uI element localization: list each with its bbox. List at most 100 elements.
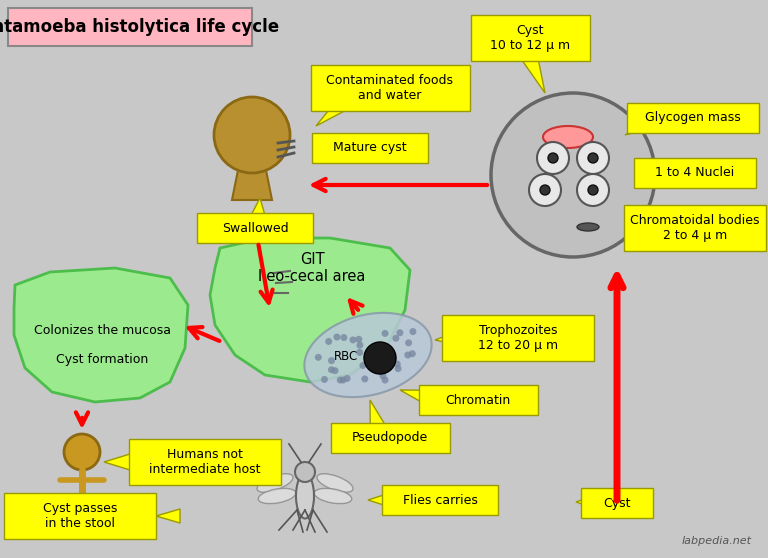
Text: Glycogen mass: Glycogen mass <box>645 112 741 124</box>
Circle shape <box>394 360 401 368</box>
Text: Cyst: Cyst <box>603 497 631 509</box>
Circle shape <box>409 328 416 335</box>
Text: Swallowed: Swallowed <box>222 222 288 234</box>
Polygon shape <box>625 114 661 135</box>
Circle shape <box>328 366 335 373</box>
Circle shape <box>588 153 598 163</box>
FancyBboxPatch shape <box>442 315 594 361</box>
Circle shape <box>336 377 344 383</box>
Ellipse shape <box>314 488 352 504</box>
Circle shape <box>328 357 335 364</box>
FancyBboxPatch shape <box>581 488 653 518</box>
Circle shape <box>295 462 315 482</box>
Text: Flies carries: Flies carries <box>402 493 478 507</box>
FancyBboxPatch shape <box>4 493 156 539</box>
Circle shape <box>333 334 340 340</box>
Circle shape <box>491 93 655 257</box>
Circle shape <box>368 355 375 362</box>
Text: Entamoeba histolytica life cycle: Entamoeba histolytica life cycle <box>0 18 279 36</box>
Polygon shape <box>576 495 596 509</box>
Ellipse shape <box>304 313 432 397</box>
Circle shape <box>343 375 351 382</box>
Circle shape <box>395 365 402 372</box>
Polygon shape <box>435 330 462 346</box>
Text: GIT
Ileo-cecal area: GIT Ileo-cecal area <box>258 252 366 284</box>
FancyBboxPatch shape <box>382 485 498 515</box>
Text: Cyst
10 to 12 μ m: Cyst 10 to 12 μ m <box>490 24 570 52</box>
Polygon shape <box>313 143 341 157</box>
Text: Colonizes the mucosa

Cyst formation: Colonizes the mucosa Cyst formation <box>34 324 170 367</box>
Circle shape <box>396 329 403 336</box>
Polygon shape <box>637 167 662 179</box>
Polygon shape <box>250 198 266 219</box>
Polygon shape <box>316 91 356 126</box>
Circle shape <box>376 348 383 355</box>
Text: Cyst passes
in the stool: Cyst passes in the stool <box>43 502 118 530</box>
Circle shape <box>382 377 389 383</box>
Circle shape <box>315 354 322 361</box>
Circle shape <box>382 330 389 337</box>
Text: labpedia.net: labpedia.net <box>682 536 752 546</box>
Circle shape <box>540 185 550 195</box>
FancyBboxPatch shape <box>419 385 538 415</box>
Ellipse shape <box>296 474 314 518</box>
FancyBboxPatch shape <box>8 8 252 46</box>
Circle shape <box>340 334 347 341</box>
Circle shape <box>356 349 363 356</box>
FancyBboxPatch shape <box>624 205 766 251</box>
FancyBboxPatch shape <box>197 213 313 243</box>
Circle shape <box>325 338 333 345</box>
Circle shape <box>361 376 369 382</box>
Circle shape <box>577 142 609 174</box>
Circle shape <box>332 367 339 374</box>
Circle shape <box>409 350 415 357</box>
Text: 1 to 4 Nuclei: 1 to 4 Nuclei <box>655 166 735 180</box>
FancyBboxPatch shape <box>471 15 590 61</box>
Circle shape <box>379 372 386 379</box>
Circle shape <box>529 174 561 206</box>
Text: Chromatin: Chromatin <box>445 393 511 406</box>
Polygon shape <box>523 55 545 93</box>
Text: Humans not
intermediate host: Humans not intermediate host <box>149 448 261 476</box>
Polygon shape <box>368 492 393 508</box>
Circle shape <box>321 376 328 383</box>
Circle shape <box>588 185 598 195</box>
Ellipse shape <box>257 474 293 492</box>
Text: Contaminated foods
and water: Contaminated foods and water <box>326 74 453 102</box>
Ellipse shape <box>577 223 599 231</box>
Circle shape <box>392 335 399 342</box>
Text: Mature cyst: Mature cyst <box>333 142 407 155</box>
Circle shape <box>537 142 569 174</box>
Circle shape <box>375 363 382 371</box>
Circle shape <box>339 377 346 383</box>
Polygon shape <box>632 220 660 232</box>
Polygon shape <box>232 170 272 200</box>
Circle shape <box>577 174 609 206</box>
Polygon shape <box>400 390 432 406</box>
Circle shape <box>359 362 366 369</box>
Text: RBC: RBC <box>334 350 358 363</box>
FancyBboxPatch shape <box>129 439 281 485</box>
FancyBboxPatch shape <box>627 103 759 133</box>
Circle shape <box>356 341 363 349</box>
Polygon shape <box>370 400 386 430</box>
Circle shape <box>356 336 362 343</box>
Circle shape <box>364 342 396 374</box>
Polygon shape <box>14 268 188 402</box>
FancyBboxPatch shape <box>330 423 449 453</box>
Circle shape <box>548 153 558 163</box>
FancyBboxPatch shape <box>312 133 428 163</box>
Ellipse shape <box>543 126 593 148</box>
Polygon shape <box>104 454 130 470</box>
Circle shape <box>349 336 356 343</box>
Circle shape <box>64 434 100 470</box>
Ellipse shape <box>317 474 353 492</box>
Polygon shape <box>156 509 180 523</box>
Text: Pseudopode: Pseudopode <box>352 431 428 445</box>
FancyBboxPatch shape <box>310 65 469 111</box>
FancyBboxPatch shape <box>634 158 756 188</box>
Polygon shape <box>210 238 410 382</box>
Circle shape <box>405 339 412 347</box>
Ellipse shape <box>258 488 296 504</box>
Text: Trophozoites
12 to 20 μ m: Trophozoites 12 to 20 μ m <box>478 324 558 352</box>
